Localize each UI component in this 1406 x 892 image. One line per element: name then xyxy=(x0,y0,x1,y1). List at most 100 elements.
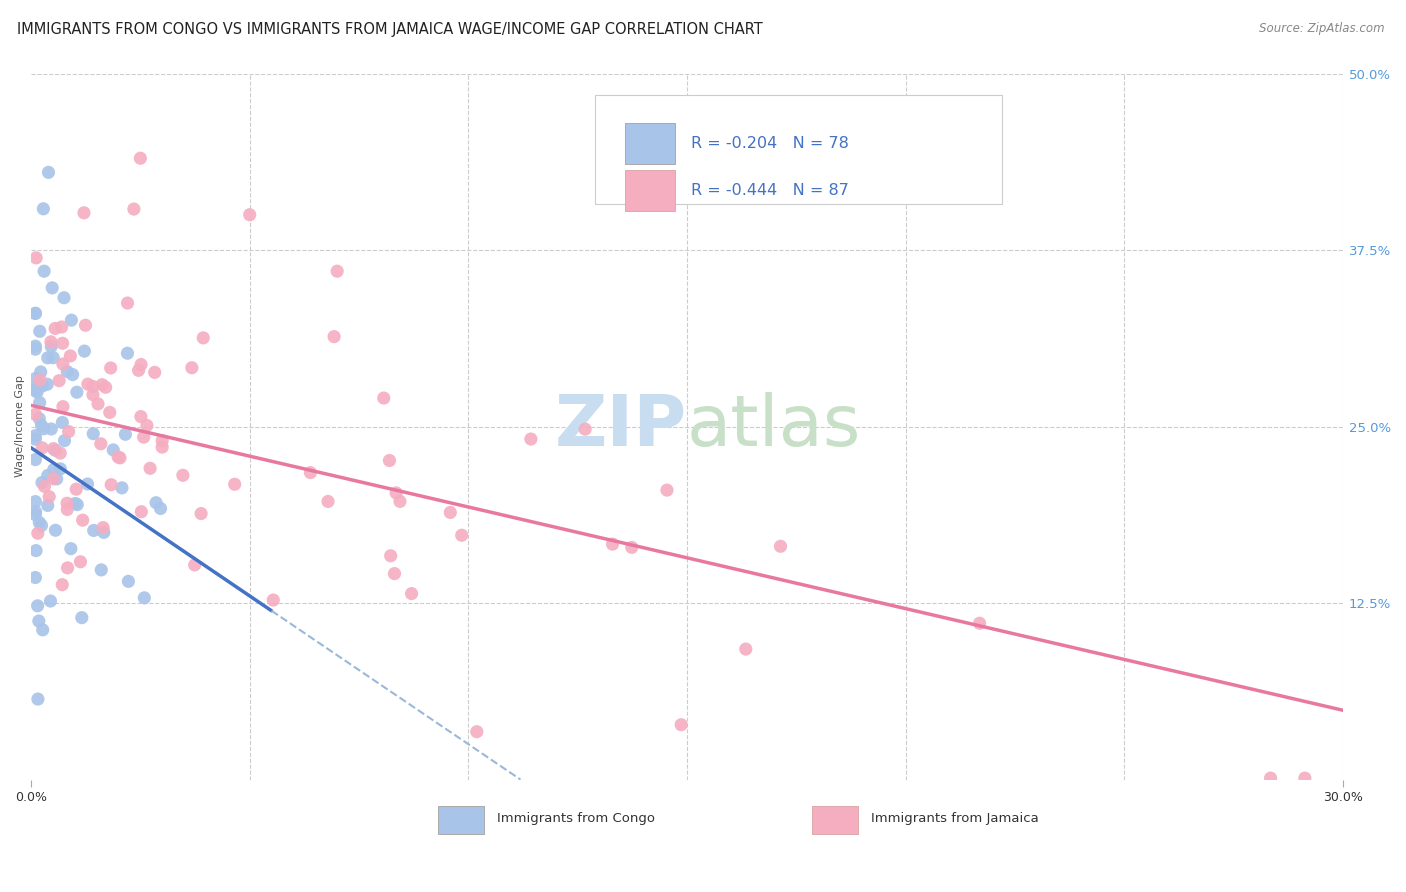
Point xyxy=(60,313,83,327)
Text: ZIP: ZIP xyxy=(555,392,688,461)
Point xyxy=(24,306,46,320)
Point xyxy=(59,541,82,556)
Point xyxy=(37,165,59,179)
Point xyxy=(24,432,46,446)
Point xyxy=(380,549,402,563)
Point xyxy=(32,422,55,436)
Point xyxy=(131,505,153,519)
Point xyxy=(25,251,48,265)
Point xyxy=(135,418,157,433)
Text: R = -0.204   N = 78: R = -0.204 N = 78 xyxy=(690,136,849,151)
Point xyxy=(24,371,46,385)
Point xyxy=(65,496,87,510)
Point xyxy=(31,441,53,455)
Point xyxy=(620,541,643,555)
Point xyxy=(24,428,46,442)
Point xyxy=(117,296,139,310)
Point xyxy=(183,558,205,572)
Point xyxy=(128,363,150,377)
Point xyxy=(769,539,792,553)
Point xyxy=(129,151,152,165)
Point xyxy=(111,481,134,495)
Point xyxy=(100,361,122,376)
Point xyxy=(59,349,82,363)
Point xyxy=(24,452,46,467)
Point xyxy=(669,717,692,731)
FancyBboxPatch shape xyxy=(811,805,858,834)
Text: R = -0.444   N = 87: R = -0.444 N = 87 xyxy=(690,183,849,198)
Point xyxy=(323,329,346,343)
Point xyxy=(24,342,46,356)
Point xyxy=(734,642,756,657)
Point xyxy=(44,523,66,537)
Point xyxy=(31,518,53,533)
Point xyxy=(37,468,59,483)
Point xyxy=(172,468,194,483)
Point xyxy=(32,202,55,216)
Point xyxy=(1260,771,1282,785)
Point xyxy=(25,384,48,399)
Point xyxy=(52,357,75,371)
Point xyxy=(69,555,91,569)
Point xyxy=(28,411,51,425)
Point xyxy=(34,479,56,493)
Point xyxy=(27,526,49,541)
Point xyxy=(384,566,406,581)
Point xyxy=(385,486,408,500)
Point xyxy=(56,496,79,510)
Point xyxy=(56,561,79,575)
Point xyxy=(602,537,624,551)
Point xyxy=(28,516,51,530)
Point xyxy=(28,373,51,387)
Point xyxy=(49,446,72,460)
Point xyxy=(42,462,65,476)
Point xyxy=(27,599,49,613)
Point xyxy=(145,496,167,510)
Point xyxy=(193,331,215,345)
Point xyxy=(53,291,76,305)
Point xyxy=(32,264,55,278)
Point xyxy=(72,513,94,527)
Point xyxy=(98,405,121,419)
Point xyxy=(378,453,401,467)
Point xyxy=(39,334,62,349)
Point xyxy=(103,442,125,457)
Point xyxy=(1294,771,1316,785)
Point xyxy=(28,614,51,628)
Point xyxy=(31,379,53,393)
Point xyxy=(90,563,112,577)
Text: Immigrants from Jamaica: Immigrants from Jamaica xyxy=(870,812,1039,825)
Point xyxy=(388,494,411,508)
Point xyxy=(31,475,53,490)
Point xyxy=(450,528,472,542)
Point xyxy=(44,321,66,335)
Point xyxy=(51,320,73,334)
Point xyxy=(73,206,96,220)
Point xyxy=(239,208,262,222)
Point xyxy=(93,525,115,540)
Point xyxy=(574,422,596,436)
Point xyxy=(150,440,173,454)
Point xyxy=(655,483,678,497)
Point xyxy=(62,368,84,382)
Point xyxy=(107,450,129,464)
Text: Immigrants from Congo: Immigrants from Congo xyxy=(496,812,655,825)
Point xyxy=(53,434,76,448)
FancyBboxPatch shape xyxy=(626,169,675,211)
Point xyxy=(117,346,139,360)
Point xyxy=(39,594,62,608)
Point xyxy=(51,416,73,430)
Point xyxy=(24,339,46,353)
Point xyxy=(401,586,423,600)
Point xyxy=(82,426,104,441)
Point xyxy=(122,202,145,216)
Point xyxy=(45,472,67,486)
Point xyxy=(83,524,105,538)
Point xyxy=(262,593,284,607)
Point xyxy=(66,498,89,512)
Point xyxy=(114,427,136,442)
Point xyxy=(87,397,110,411)
Point xyxy=(24,570,46,584)
Point xyxy=(190,507,212,521)
Point xyxy=(24,384,46,398)
